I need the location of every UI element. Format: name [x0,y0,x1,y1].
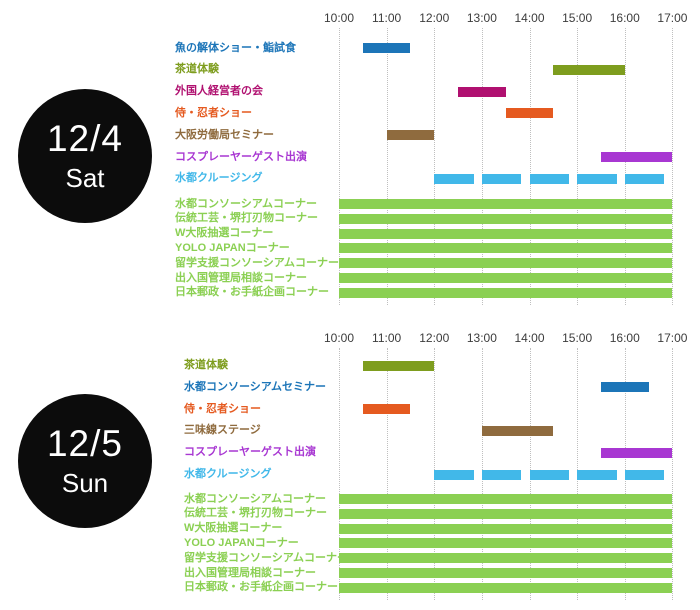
gantt-bar [386,130,435,141]
gantt-bar [577,469,617,480]
row-label: 大阪労働局セミナー [175,128,274,141]
row-label: 水都クルージング [184,468,272,480]
gantt-bar [577,173,617,184]
row-label: 出入国管理局相談コーナー [175,271,307,284]
gantt-bar [624,469,665,480]
row-label: 三味線ステージ [184,424,261,437]
hour-gridline [339,28,340,305]
gantt-bar [339,508,673,519]
row-label: 外国人経営者の会 [175,85,263,98]
time-tick-label: 12:00 [419,331,450,345]
gantt-bar [434,173,474,184]
hour-gridline [672,28,674,305]
time-tick-label: 14:00 [514,11,545,25]
gantt-bar [529,469,570,480]
row-label: 出入国管理局相談コーナー [184,566,316,579]
time-tick-label: 12:00 [419,11,450,25]
time-tick-label: 15:00 [562,331,593,345]
row-label: 水都コンソーシアムセミナー [184,380,327,393]
gantt-bar [600,382,649,393]
row-label: 伝統工芸・堺打刃物コーナー [184,507,327,520]
gantt-bar [339,213,673,224]
hour-gridline [624,28,626,305]
hour-gridline [529,28,531,305]
row-label: 水都コンソーシアムコーナー [175,197,318,210]
row-label: 日本郵政・お手紙企画コーナー [184,581,338,594]
time-tick-label: 17:00 [657,11,688,25]
row-label: 水都クルージング [175,172,263,185]
hour-gridline [672,348,674,600]
gantt-bar [339,582,673,593]
row-label: W大阪抽選コーナー [184,522,283,535]
gantt-bar [362,404,411,415]
gantt-bar [481,173,522,184]
gantt-bar [339,568,673,578]
time-tick-label: 10:00 [323,11,355,25]
row-label: 水都コンソーシアムコーナー [184,492,327,505]
row-label: W大阪抽選コーナー [175,227,274,240]
time-tick-label: 13:00 [466,331,497,345]
row-label: 日本郵政・お手紙企画コーナー [175,286,329,299]
row-label: 侍・忍者ショー [175,106,252,119]
hour-gridline [386,348,388,600]
gantt-bar [339,538,673,549]
row-label: 伝統工芸・堺打刃物コーナー [175,212,318,225]
gantt-bar [505,108,554,119]
row-label: 侍・忍者ショー [184,402,261,415]
row-label: 留学支援コンソーシアムコーナー [175,256,340,269]
gantt-bar [481,425,554,436]
hour-gridline [386,28,388,305]
row-label: 魚の解体ショー・鮨試食 [175,41,296,54]
gantt-bar [600,447,673,458]
row-label: 茶道体験 [175,63,219,76]
gantt-bar [600,152,673,162]
gantt-bar [339,243,673,254]
hour-gridline [577,28,579,305]
time-tick-label: 15:00 [562,11,593,25]
gantt-bar [339,258,673,269]
row-label: 茶道体験 [184,359,228,371]
time-tick-label: 10:00 [323,331,355,345]
badge-day: Sun [61,468,109,498]
badge-day: Sat [65,163,105,193]
gantt-bar [339,553,673,564]
time-tick-label: 16:00 [609,11,640,25]
gantt-bar [339,199,673,209]
time-tick-label: 16:00 [609,331,640,345]
gantt-bar [362,360,435,371]
gantt-bar [529,173,570,184]
gantt-bar [434,469,474,480]
hour-gridline [481,28,483,305]
row-label: コスプレーヤーゲスト出演 [184,446,316,459]
gantt-bar [624,173,665,184]
time-tick-label: 11:00 [372,331,402,345]
gantt-bar [553,64,625,75]
badge-date: 12/5 [46,423,123,464]
row-label: 留学支援コンソーシアムコーナー [184,551,349,564]
badge-date: 12/4 [46,118,123,159]
time-tick-label: 17:00 [657,331,688,345]
gantt-bar [458,86,506,97]
hour-gridline [434,28,436,305]
gantt-bar [339,273,673,283]
hour-gridline [339,348,340,600]
row-label: コスプレーヤーゲスト出演 [175,150,307,163]
gantt-bar [481,469,522,480]
date-badge-saturday: 12/4 Sat [18,89,152,223]
date-badge-sunday: 12/5 Sun [18,394,152,528]
time-tick-label: 13:00 [466,11,497,25]
gantt-bar [339,494,673,504]
row-label: YOLO JAPANコーナー [184,536,299,549]
time-tick-label: 11:00 [372,11,402,25]
gantt-bar [339,228,673,239]
gantt-bar [339,523,673,534]
time-tick-label: 14:00 [514,331,545,345]
gantt-bar [339,287,673,298]
gantt-bar [362,43,411,53]
row-label: YOLO JAPANコーナー [175,241,290,254]
